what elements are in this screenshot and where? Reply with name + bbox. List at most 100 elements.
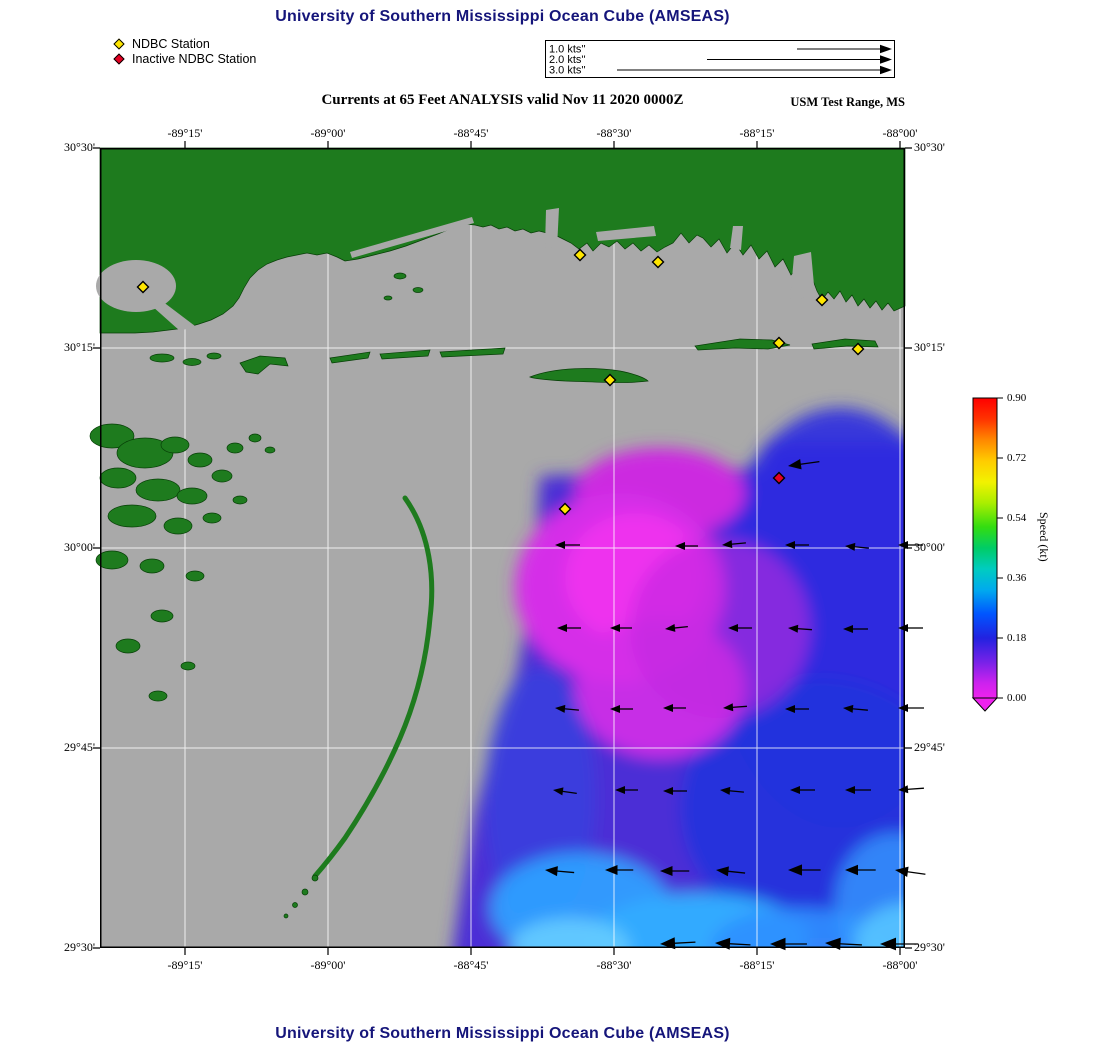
lon-tick-label-bottom: -89°00' — [310, 958, 346, 972]
lat-tick-label-left: 29°45' — [64, 740, 95, 754]
ndbc-station-marker — [651, 255, 665, 269]
lon-tick-label-bottom: -88°15' — [739, 958, 775, 972]
current-arrow — [610, 624, 632, 632]
map-frame — [100, 148, 905, 948]
current-arrow — [557, 624, 581, 632]
lat-tick-label-right: 30°30' — [914, 140, 945, 154]
lat-tick-label-right: 30°15' — [914, 340, 945, 354]
legend-row-active: NDBC Station — [112, 36, 256, 51]
scale-label-1kt: 1.0 kts'' — [549, 44, 586, 56]
lon-tick-label-bottom: -88°30' — [596, 958, 632, 972]
vector-scale-legend: 1.0 kts'' 2.0 kts'' 3.0 kts'' — [545, 40, 895, 83]
colorbar-tick-label: 0.90 — [1007, 392, 1027, 404]
current-arrow — [728, 624, 752, 632]
land — [89, 147, 906, 919]
colorbar-underflow-tip — [971, 697, 999, 712]
current-arrow — [720, 786, 744, 795]
station-legend: NDBC Station Inactive NDBC Station — [112, 36, 256, 66]
current-arrow — [665, 623, 688, 632]
lat-tick-label-right: 29°45' — [914, 740, 945, 754]
legend-label-inactive: Inactive NDBC Station — [132, 51, 257, 66]
current-arrow — [722, 540, 746, 549]
current-arrow — [660, 937, 696, 950]
current-arrow — [615, 786, 638, 794]
vector-scale-canvas: 1.0 kts'' 2.0 kts'' 3.0 kts'' — [545, 40, 895, 78]
colorbar-tick-label: 0.00 — [1007, 692, 1027, 704]
lat-tick-label-left: 30°30' — [64, 140, 95, 154]
lat-tick-label-right: 29°30' — [914, 940, 945, 954]
current-arrow — [843, 625, 868, 633]
current-arrow — [660, 866, 690, 876]
current-arrow — [898, 704, 924, 712]
current-arrow — [605, 865, 634, 875]
current-arrow — [825, 937, 862, 951]
legend-label-active: NDBC Station — [132, 36, 210, 51]
lon-tick-label-top: -88°15' — [739, 126, 775, 140]
current-arrow — [898, 624, 923, 632]
current-arrow — [843, 704, 868, 713]
current-arrow — [895, 866, 926, 877]
current-arrow — [716, 866, 746, 877]
current-arrow — [675, 542, 698, 550]
current-arrow — [610, 705, 633, 713]
bays-and-inlets — [96, 208, 815, 331]
region-label: USM Test Range, MS — [790, 95, 905, 109]
vector-scale-border — [545, 40, 895, 78]
analysis-subtitle: Currents at 65 Feet ANALYSIS valid Nov 1… — [321, 92, 684, 108]
current-arrow — [545, 866, 575, 877]
map-canvas — [89, 141, 926, 955]
ndbc-station-icon — [113, 37, 125, 50]
ndbc-station-marker — [815, 293, 829, 307]
current-arrow — [790, 786, 815, 794]
ndbc-station-marker — [772, 336, 786, 350]
colorbar-axis-label: Speed (kt) — [1037, 512, 1051, 562]
ndbc-stations — [136, 248, 865, 516]
current-arrow — [770, 937, 807, 951]
current-arrow — [555, 541, 580, 549]
lon-tick-label-top: -89°00' — [310, 126, 346, 140]
ndbc-station-marker — [851, 342, 865, 356]
current-arrow — [845, 786, 871, 794]
lat-tick-label-left: 29°30' — [64, 940, 95, 954]
lon-tick-label-top: -88°45' — [453, 126, 489, 140]
current-arrow — [845, 864, 876, 876]
scale-arrowheads — [880, 44, 892, 75]
lat-tick-label-right: 30°00' — [914, 540, 945, 554]
current-arrow — [785, 705, 809, 713]
current-speed-field — [453, 408, 905, 948]
colorbar-tick-label: 0.18 — [1007, 632, 1027, 644]
ndbc-station-marker — [603, 373, 617, 387]
scale-vectors — [617, 48, 881, 71]
scale-label-3kt: 3.0 kts'' — [549, 65, 586, 77]
current-arrow — [898, 785, 924, 794]
colorbar-gradient — [972, 397, 998, 699]
lon-tick-label-top: -89°15' — [167, 126, 203, 140]
current-vectors — [545, 459, 926, 951]
colorbar-tick-label: 0.72 — [1007, 452, 1027, 464]
current-arrow — [788, 624, 812, 633]
lat-tick-label-left: 30°15' — [64, 340, 95, 354]
lon-tick-label-bottom: -88°45' — [453, 958, 489, 972]
lat-tick-label-left: 30°00' — [64, 540, 95, 554]
bottom-title: University of Southern Mississippi Ocean… — [275, 1025, 730, 1042]
inactive-ndbc-station-icon — [113, 52, 125, 65]
ndbc-station-marker — [558, 502, 572, 516]
current-arrow — [788, 459, 820, 470]
ndbc-station-marker — [136, 280, 150, 294]
current-arrow — [715, 937, 751, 950]
scale-label-2kt: 2.0 kts'' — [549, 54, 586, 66]
current-arrow — [553, 787, 577, 796]
lon-tick-label-bottom: -89°15' — [167, 958, 203, 972]
barrier-islands — [149, 338, 879, 383]
colorbar-canvas — [971, 397, 1003, 712]
colorbar-tick-label: 0.54 — [1007, 512, 1027, 524]
current-arrow — [880, 937, 919, 951]
ndbc-station-marker — [573, 248, 587, 262]
current-arrow — [788, 864, 821, 876]
lon-tick-label-top: -88°00' — [882, 126, 918, 140]
chandeleur-islands — [283, 495, 435, 919]
current-arrow — [555, 704, 579, 713]
current-arrow — [663, 704, 686, 712]
legend-row-inactive: Inactive NDBC Station — [112, 51, 256, 66]
